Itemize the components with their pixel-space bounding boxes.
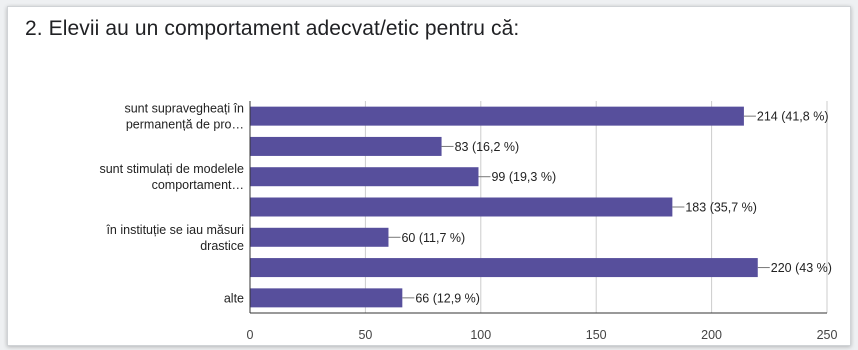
category-label-4-0: în instituție se iau măsuri xyxy=(105,223,244,237)
category-label-0-0: sunt supravegheați în xyxy=(124,102,244,116)
data-label-0: 214 (41,8 %) xyxy=(757,110,829,124)
x-tick-label-4: 200 xyxy=(701,328,722,342)
data-label-4: 60 (11,7 %) xyxy=(401,231,465,245)
x-tick-label-2: 100 xyxy=(470,328,491,342)
category-label-0-1: permanență de pro… xyxy=(126,118,244,132)
x-tick-label-5: 250 xyxy=(817,328,838,342)
bar-3 xyxy=(250,197,673,217)
data-label-3: 183 (35,7 %) xyxy=(685,201,757,215)
bar-6 xyxy=(250,288,403,308)
data-label-6: 66 (12,9 %) xyxy=(415,291,480,305)
bar-0 xyxy=(250,106,744,126)
data-label-5: 220 (43 %) xyxy=(771,261,832,275)
x-tick-label-1: 50 xyxy=(358,328,372,342)
data-label-2: 99 (19,3 %) xyxy=(491,170,556,184)
bar-4 xyxy=(250,227,389,247)
bar-1 xyxy=(250,136,442,156)
x-tick-label-3: 150 xyxy=(586,328,607,342)
chart-card: 2. Elevii au un comportament adecvat/eti… xyxy=(7,6,851,346)
category-label-6-0: alte xyxy=(224,291,244,305)
bar-chart: 214 (41,8 %) sunt supravegheați în permane… xyxy=(99,101,838,342)
x-tick-label-0: 0 xyxy=(247,328,254,342)
category-label-4-1: drastice xyxy=(200,239,244,253)
bar-2 xyxy=(250,167,479,187)
question-title: 2. Elevii au un comportament adecvat/eti… xyxy=(25,17,520,40)
bar-5 xyxy=(250,258,758,278)
category-label-2-0: sunt stimulați de modelele xyxy=(99,162,244,176)
data-label-1: 83 (16,2 %) xyxy=(455,140,520,154)
category-label-2-1: comportament… xyxy=(152,178,244,192)
